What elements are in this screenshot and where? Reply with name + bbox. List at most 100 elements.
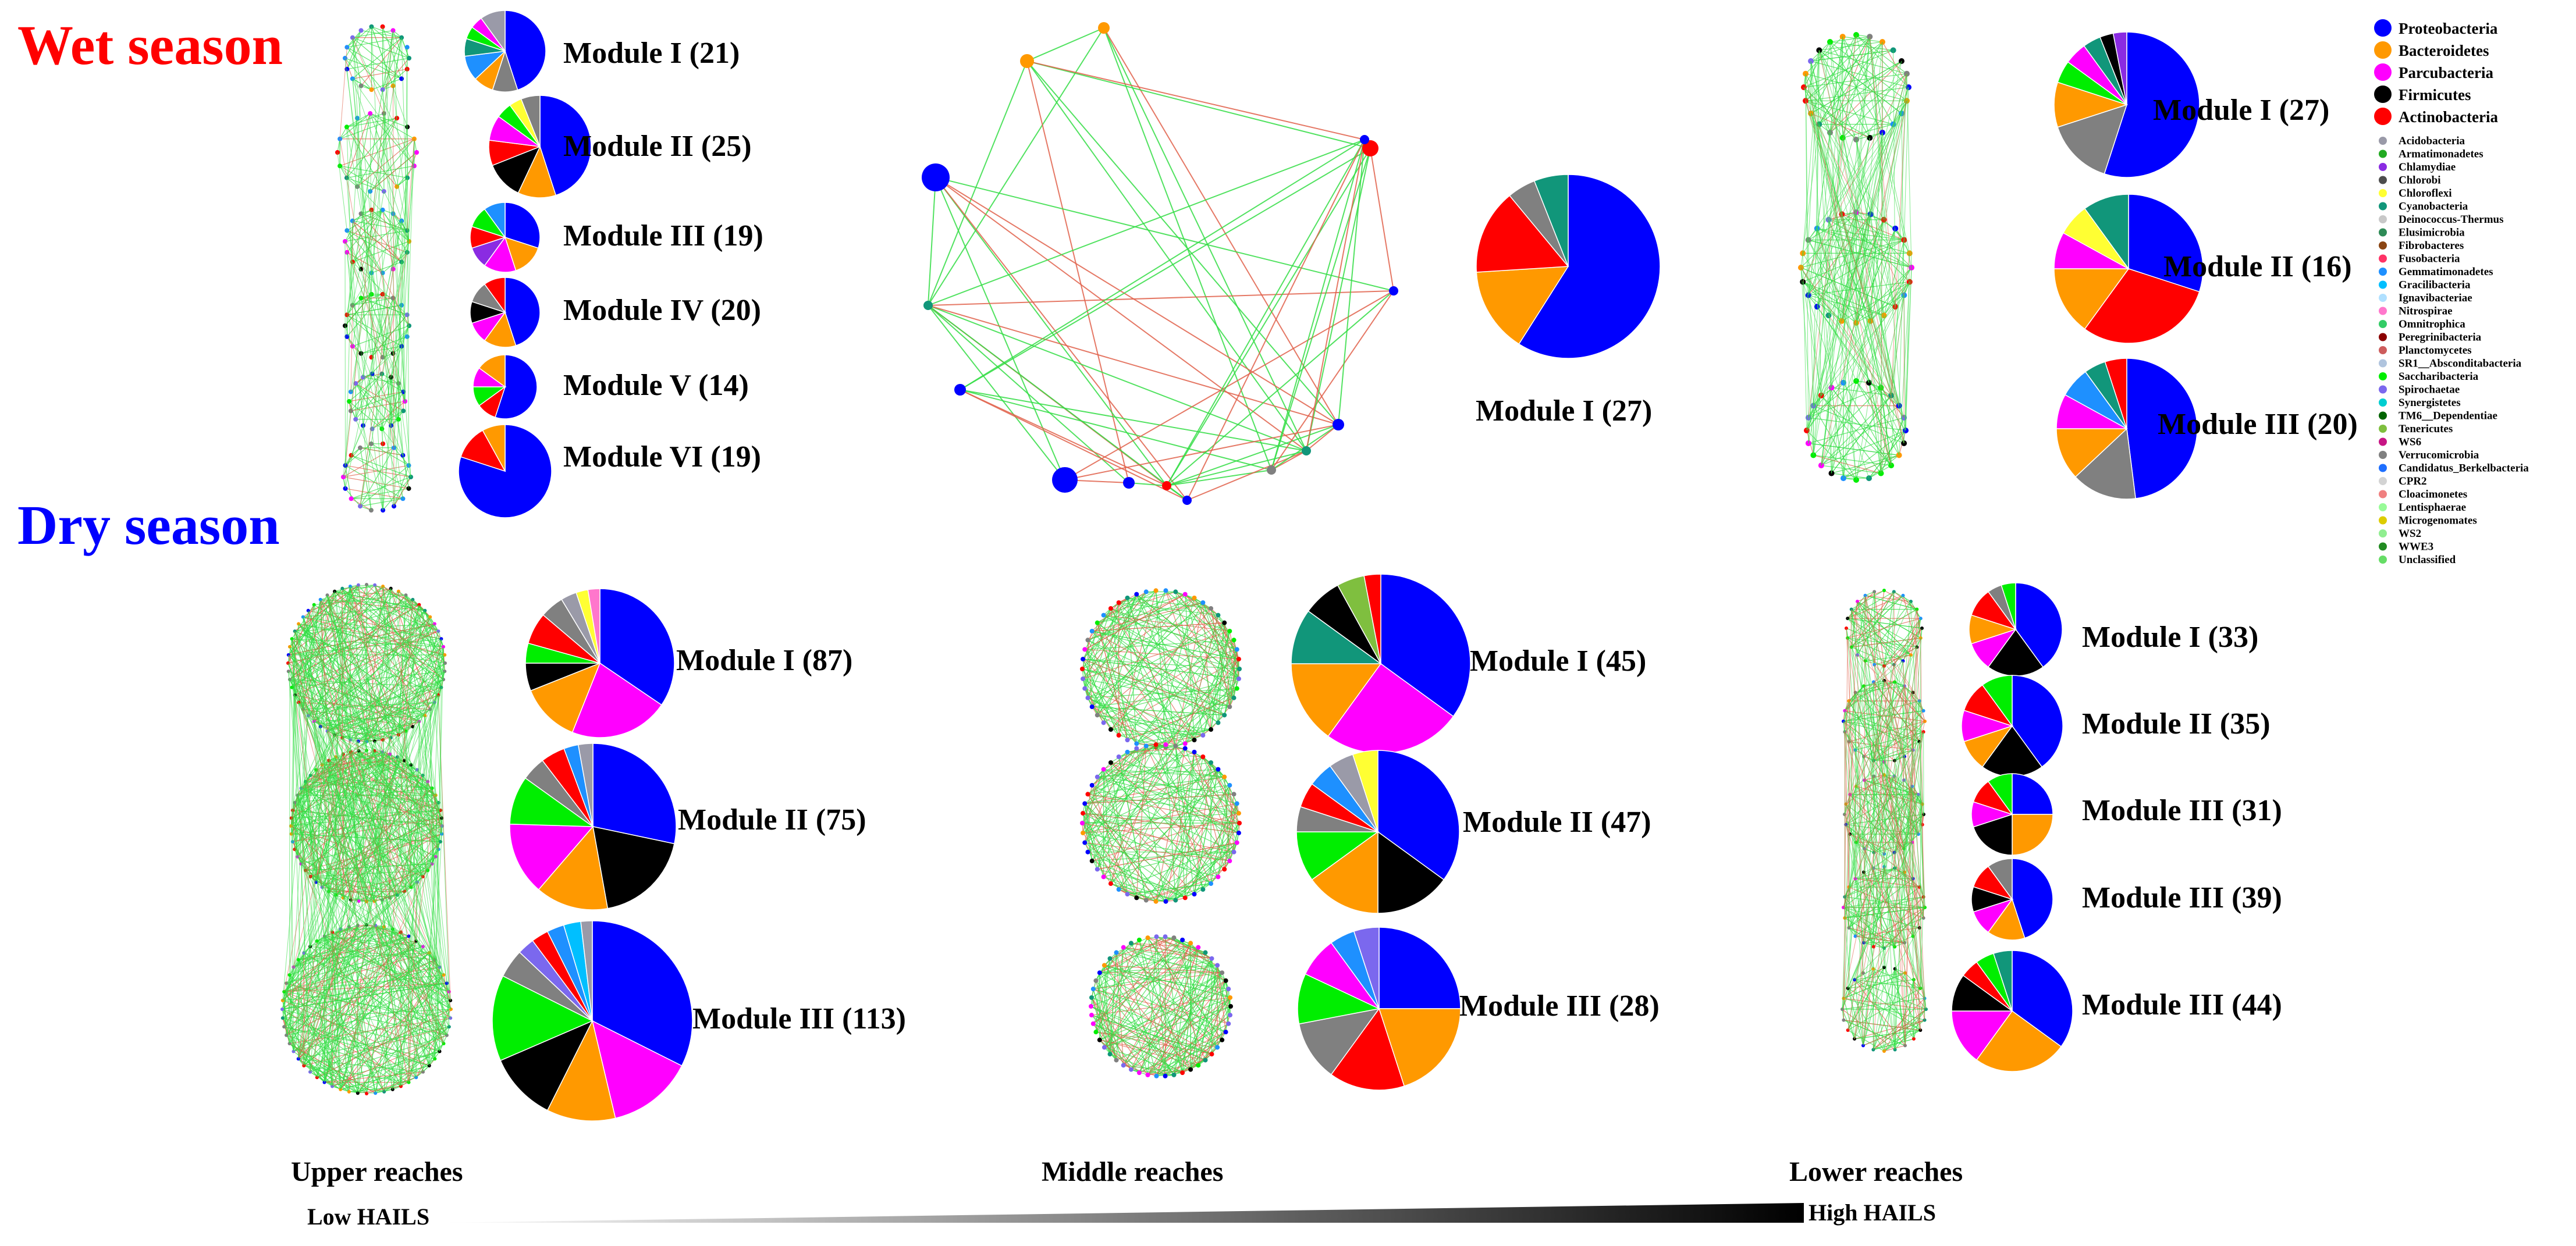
network-node: [1173, 898, 1178, 903]
network-graphs: [280, 22, 1928, 1095]
network-edge: [289, 899, 351, 1044]
network-edge: [382, 586, 447, 1035]
network-edge: [282, 1009, 401, 1087]
network-edge: [324, 926, 385, 1083]
network-edge: [342, 738, 450, 1027]
network-edge: [1891, 73, 1907, 396]
network-edge: [1104, 964, 1223, 973]
network-edge: [303, 727, 321, 1066]
network-edge: [1817, 306, 1870, 383]
network-edge: [360, 447, 403, 456]
network-edge: [317, 941, 450, 992]
network-edge: [1166, 744, 1239, 834]
network-edge: [1817, 50, 1820, 229]
network-edge: [1084, 746, 1147, 843]
legend-swatch: [2379, 280, 2387, 289]
network-edge: [1147, 937, 1183, 1073]
network-edge: [1136, 668, 1240, 744]
pie-slice: [1377, 831, 1445, 914]
network-edge: [1165, 936, 1206, 953]
network-edge: [1841, 137, 1870, 321]
network-node: [1153, 588, 1159, 593]
network-edge: [1869, 36, 1883, 133]
network-edge: [390, 588, 433, 789]
network-edge: [339, 118, 397, 140]
network-edge: [392, 671, 445, 930]
network-edge: [1847, 638, 1903, 661]
network-edge: [1103, 27, 1339, 425]
module-pie: Module II (16): [2053, 194, 2352, 344]
network-edge: [369, 113, 373, 374]
network-node: [1134, 746, 1139, 751]
network-edge: [1194, 752, 1225, 778]
module-pie: Module IV (20): [470, 277, 761, 348]
legend-swatch: [2379, 477, 2387, 485]
network-edge: [435, 795, 440, 967]
network-edge: [1873, 852, 1921, 989]
network-edge: [1104, 939, 1183, 1048]
module-label: Module V (14): [563, 369, 749, 402]
pie-slice: [1987, 773, 2013, 816]
network-edge: [1863, 1020, 1925, 1046]
network-edge: [1884, 969, 1896, 1052]
network-edge: [1873, 866, 1885, 1050]
pie-slice: [2012, 950, 2073, 1048]
network-node: [1182, 746, 1188, 751]
network-edge: [1857, 654, 1925, 722]
module-label: Module III (113): [692, 1002, 906, 1035]
pie-slice: [1476, 266, 1569, 345]
network-node: [349, 496, 354, 501]
network-node: [1222, 713, 1227, 718]
legend-label: WWE3: [2399, 541, 2433, 553]
pie-slice: [1518, 174, 1661, 359]
pie-slice: [2056, 428, 2128, 478]
pie-slice: [1476, 195, 1569, 273]
network-edge: [334, 591, 444, 680]
pie-slice: [599, 588, 675, 706]
network-edge: [1104, 972, 1223, 1048]
network-edge: [345, 220, 402, 489]
network-node: [1222, 774, 1227, 779]
network-edge: [350, 305, 353, 392]
network-edge: [1873, 998, 1925, 1050]
network-edge: [1026, 60, 1371, 149]
network-edge: [346, 127, 353, 305]
network-node: [1302, 446, 1311, 455]
network-node: [1116, 600, 1121, 606]
network-edge: [1802, 73, 1907, 282]
network-edge: [328, 735, 335, 761]
legend-swatch: [2379, 529, 2387, 537]
legend-label: Cloacimonetes: [2399, 489, 2467, 501]
network-node: [1108, 727, 1113, 732]
network-node: [401, 408, 406, 414]
network-edge: [1854, 868, 1874, 937]
network-edge: [1843, 786, 1857, 999]
network-edge: [374, 588, 392, 742]
pie-slice: [484, 277, 506, 314]
network-edge: [1891, 240, 1905, 396]
network-edge: [327, 595, 351, 752]
network-edge: [1087, 594, 1137, 698]
network-edge: [1856, 794, 1919, 843]
network-edge: [352, 37, 383, 511]
network-edge: [350, 586, 417, 941]
network-edge: [1155, 597, 1195, 747]
network-edge: [438, 695, 450, 992]
network-edge: [434, 702, 443, 827]
network-edge: [352, 69, 407, 79]
legend-entry: Actinobacteria: [2374, 108, 2498, 126]
network-edge: [1854, 1030, 1921, 1039]
legend-swatch: [2379, 176, 2387, 184]
pie-slice: [2012, 814, 2053, 856]
pie-slice: [2104, 31, 2200, 178]
network-edge: [346, 252, 406, 402]
network-edge: [382, 209, 394, 269]
network-edge: [1097, 777, 1239, 814]
network-edge: [1831, 454, 1899, 474]
network-edge: [320, 599, 333, 1087]
network-edge: [283, 924, 367, 992]
network-edge: [1851, 609, 1885, 681]
network-edge: [1884, 646, 1917, 667]
module-pie: Module II (35): [1961, 675, 2271, 777]
network-edge: [352, 79, 410, 242]
